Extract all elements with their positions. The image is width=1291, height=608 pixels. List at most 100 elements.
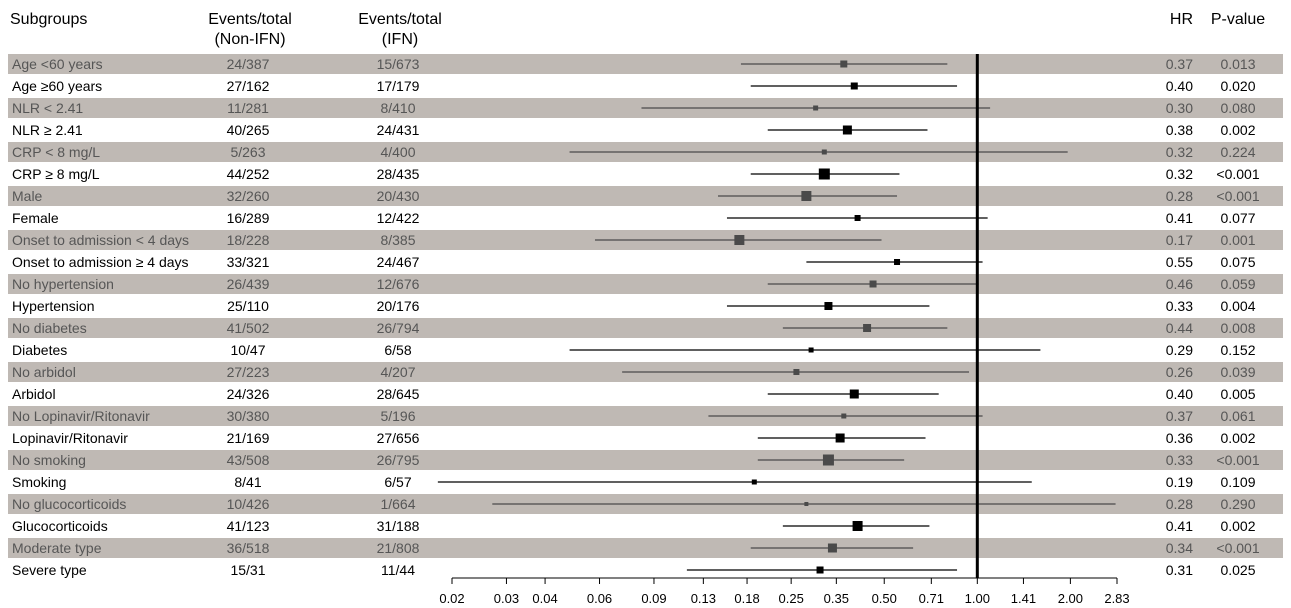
events-nonifn: 33/321 [226,254,270,270]
header-events-ifn-line2: (IFN) [381,31,419,48]
x-tick-label: 0.50 [871,591,897,606]
p-value: 0.290 [1220,496,1256,512]
p-value: 0.025 [1220,562,1256,578]
p-value: 0.077 [1220,210,1256,226]
p-value: 0.080 [1220,100,1256,116]
table-row: Age ≥60 years 27/162 17/179 0.40 0.020 [8,76,1283,96]
subgroup-label: NLR ≥ 2.41 [12,122,83,138]
subgroup-label: Lopinavir/Ritonavir [12,430,128,446]
subgroup-label: No glucocorticoids [12,496,127,512]
table-row: Moderate type 36/518 21/808 0.34 <0.001 [8,538,1283,558]
hr-value: 0.37 [1165,56,1193,72]
p-value: 0.061 [1220,408,1256,424]
events-ifn: 8/410 [380,100,416,116]
hr-point [894,259,901,265]
events-ifn: 1/664 [380,496,416,512]
hr-value: 0.29 [1165,342,1193,358]
x-tick-label: 0.18 [734,591,760,606]
p-value: 0.005 [1220,386,1256,402]
events-ifn: 24/431 [376,122,420,138]
events-ifn: 28/435 [376,166,420,182]
x-tick-label: 0.04 [532,591,558,606]
p-value: <0.001 [1216,188,1260,204]
events-ifn: 4/400 [380,144,416,160]
events-nonifn: 25/110 [227,298,269,314]
header-subgroups: Subgroups [10,11,88,28]
events-ifn: 6/57 [384,474,412,490]
p-value: 0.224 [1220,144,1256,160]
events-ifn: 6/58 [384,342,412,358]
events-ifn: 5/196 [380,408,416,424]
hr-value: 0.28 [1165,496,1193,512]
subgroup-label: Smoking [12,474,67,490]
header-events-ifn-line1: Events/total [358,11,442,28]
subgroup-label: Female [12,210,59,226]
events-nonifn: 26/439 [226,276,270,292]
subgroup-label: NLR < 2.41 [12,100,84,116]
events-nonifn: 15/31 [230,562,266,578]
events-nonifn: 24/326 [226,386,270,402]
events-ifn: 17/179 [376,78,420,94]
subgroup-label: Onset to admission < 4 days [12,232,190,248]
hr-value: 0.44 [1165,320,1193,336]
subgroup-label: CRP ≥ 8 mg/L [12,166,100,182]
hr-point [822,454,834,466]
table-row: Severe type 15/31 11/44 0.31 0.025 [8,560,1283,580]
x-tick-label: 0.09 [641,591,667,606]
hr-point [869,280,877,288]
events-nonifn: 43/508 [226,452,270,468]
events-nonifn: 10/426 [226,496,270,512]
p-value: 0.002 [1220,430,1256,446]
events-nonifn: 11/281 [227,100,269,116]
events-nonifn: 24/387 [226,56,270,72]
subgroup-label: CRP < 8 mg/L [12,144,101,160]
table-row: Smoking 8/41 6/57 0.19 0.109 [8,472,1283,492]
table-row: Male 32/260 20/430 0.28 <0.001 [8,186,1283,206]
hr-value: 0.32 [1165,144,1193,160]
header-events-nonifn: Events/total (Non-IFN) [190,10,310,50]
p-value: 0.059 [1220,276,1256,292]
p-value: 0.109 [1220,474,1256,490]
hr-value: 0.19 [1165,474,1193,490]
events-nonifn: 27/162 [226,78,270,94]
table-row: Age <60 years 24/387 15/673 0.37 0.013 [8,54,1283,74]
table-row: No hypertension 26/439 12/676 0.46 0.059 [8,274,1283,294]
header-hr: HR [1169,11,1193,28]
hr-point [824,302,833,310]
table-row: Onset to admission ≥ 4 days 33/321 24/467 0… [8,252,1283,272]
subgroup-label: Moderate type [12,540,102,556]
events-ifn: 4/207 [380,364,416,380]
subgroup-label: Onset to admission ≥ 4 days [12,254,189,270]
events-ifn: 11/44 [381,562,415,578]
x-tick-label: 0.06 [586,591,613,606]
p-value: 0.002 [1220,122,1256,138]
events-nonifn: 10/47 [230,342,266,358]
header-events-ifn: Events/total (IFN) [340,10,460,50]
p-value: 0.020 [1220,78,1256,94]
header-events-nonifn-line2: (Non-IFN) [214,31,286,48]
p-value: <0.001 [1216,166,1260,182]
table-row: Female 16/289 12/422 0.41 0.077 [8,208,1283,228]
hr-point [818,168,830,180]
events-nonifn: 18/228 [226,232,270,248]
subgroup-label: No diabetes [12,320,87,336]
subgroup-label: No smoking [12,452,86,468]
events-nonifn: 32/260 [226,188,270,204]
events-nonifn: 27/223 [226,364,270,380]
table-row: CRP ≥ 8 mg/L 44/252 28/435 0.32 <0.001 [8,164,1283,184]
hr-point [813,105,819,111]
events-ifn: 8/385 [380,232,416,248]
x-tick-label: 0.13 [690,591,716,606]
hr-point [801,191,812,201]
table-row: No Lopinavir/Ritonavir 30/380 5/196 0.37 0.0… [8,406,1283,426]
hr-point [854,215,861,221]
p-value: 0.001 [1220,232,1256,248]
events-ifn: 12/676 [376,276,420,292]
events-ifn: 31/188 [376,518,420,534]
x-tick-label: 0.25 [778,591,804,606]
p-value: 0.008 [1220,320,1256,336]
x-tick-label: 2.00 [1057,591,1084,606]
hr-point [852,521,863,531]
